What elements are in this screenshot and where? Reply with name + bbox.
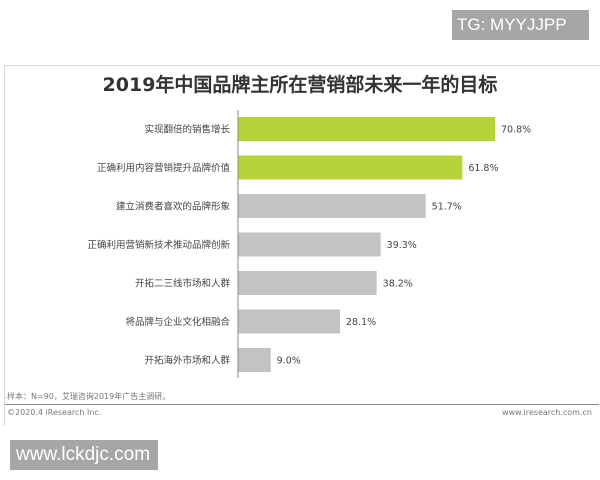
value-label: 61.8% bbox=[468, 163, 498, 174]
value-label: 51.7% bbox=[432, 202, 462, 213]
value-label: 70.8% bbox=[501, 125, 531, 136]
chart-title: 2019年中国品牌主所在营销部未来一年的目标 bbox=[102, 74, 498, 96]
sample-note: 样本：N=90，艾瑞咨询2019年广告主调研。 bbox=[7, 392, 171, 401]
watermark-bottom: www.lckdjc.com bbox=[10, 440, 158, 470]
category-label: 开拓海外市场和人群 bbox=[144, 355, 230, 367]
bar bbox=[238, 155, 463, 180]
bar bbox=[238, 232, 381, 257]
value-label: 9.0% bbox=[277, 356, 301, 367]
bar bbox=[238, 194, 426, 218]
bar bbox=[238, 309, 341, 334]
footer-divider bbox=[5, 404, 599, 405]
value-label: 38.2% bbox=[383, 279, 413, 290]
category-label: 实现翻倍的销售增长 bbox=[144, 124, 230, 136]
value-label: 39.3% bbox=[387, 240, 417, 251]
category-label: 开拓二三线市场和人群 bbox=[135, 278, 231, 290]
category-label: 将品牌与企业文化相融合 bbox=[125, 316, 230, 328]
bar bbox=[238, 348, 271, 372]
copyright: ©2020.4 iResearch Inc. bbox=[7, 408, 102, 417]
category-label: 正确利用内容营销提升品牌价值 bbox=[97, 162, 231, 174]
bar bbox=[238, 117, 495, 141]
value-label: 28.1% bbox=[346, 317, 376, 328]
category-label: 正确利用营销新技术推动品牌创新 bbox=[87, 239, 230, 251]
chart-frame bbox=[4, 65, 600, 426]
bar bbox=[238, 271, 377, 295]
category-label: 建立消费者喜欢的品牌形象 bbox=[116, 201, 231, 213]
source-url: www.iresearch.com.cn bbox=[502, 408, 592, 417]
watermark-top: TG: MYYJJPP bbox=[452, 10, 589, 40]
